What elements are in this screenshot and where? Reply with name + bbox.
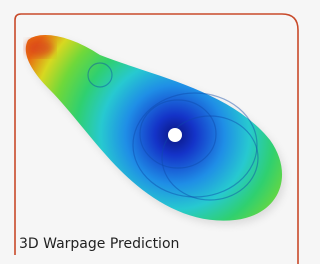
- caption: 3D Warpage Prediction: [19, 236, 179, 252]
- card-graphic: [0, 0, 310, 264]
- center-hole: [168, 128, 182, 142]
- hot-spot: [26, 39, 54, 57]
- card: 3D Warpage Prediction: [0, 0, 310, 264]
